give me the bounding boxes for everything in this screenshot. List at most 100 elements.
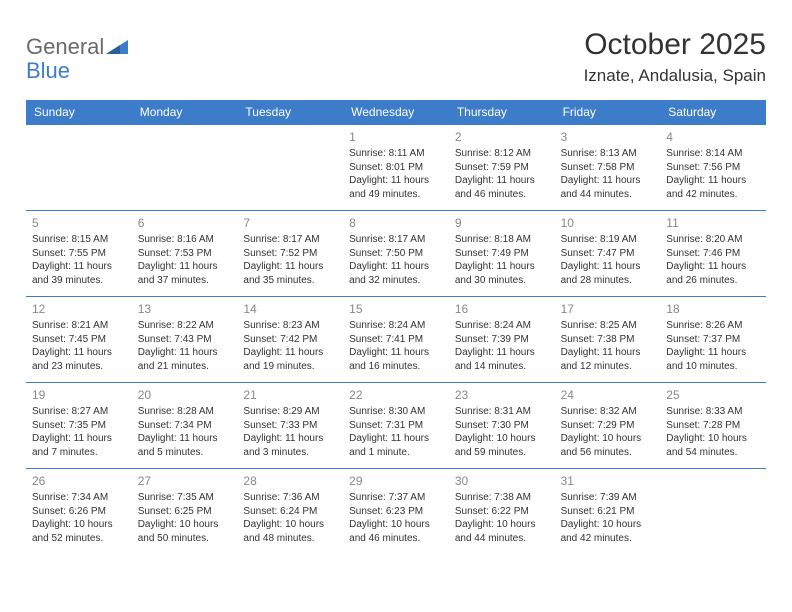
calendar-cell: 10Sunrise: 8:19 AMSunset: 7:47 PMDayligh…: [555, 210, 661, 296]
daylight-b-text: and 59 minutes.: [455, 446, 549, 460]
calendar-cell: 19Sunrise: 8:27 AMSunset: 7:35 PMDayligh…: [26, 382, 132, 468]
day-number: 21: [243, 387, 337, 403]
daylight-b-text: and 28 minutes.: [561, 274, 655, 288]
daylight-a-text: Daylight: 11 hours: [243, 346, 337, 360]
weekday-header: Thursday: [449, 100, 555, 124]
sunset-text: Sunset: 6:25 PM: [138, 505, 232, 519]
day-number: 4: [666, 129, 760, 145]
calendar-body: 1Sunrise: 8:11 AMSunset: 8:01 PMDaylight…: [26, 124, 766, 554]
sunset-text: Sunset: 7:30 PM: [455, 419, 549, 433]
day-number: 1: [349, 129, 443, 145]
day-number: 19: [32, 387, 126, 403]
sunset-text: Sunset: 6:23 PM: [349, 505, 443, 519]
daylight-b-text: and 46 minutes.: [455, 188, 549, 202]
sunset-text: Sunset: 7:35 PM: [32, 419, 126, 433]
sunset-text: Sunset: 7:43 PM: [138, 333, 232, 347]
sunrise-text: Sunrise: 8:20 AM: [666, 233, 760, 247]
daylight-a-text: Daylight: 10 hours: [455, 432, 549, 446]
logo-text-blue: Blue: [26, 58, 70, 83]
daylight-a-text: Daylight: 11 hours: [666, 174, 760, 188]
calendar-cell: 18 Sunrise: 8:26 AMSunset: 7:37 PMDayligh…: [660, 296, 766, 382]
daylight-a-text: Daylight: 10 hours: [561, 518, 655, 532]
calendar-cell: 20Sunrise: 8:28 AMSunset: 7:34 PMDayligh…: [132, 382, 238, 468]
daylight-a-text: Daylight: 11 hours: [561, 174, 655, 188]
sunrise-text: Sunrise: 8:25 AM: [561, 319, 655, 333]
sunset-text: Sunset: 7:38 PM: [561, 333, 655, 347]
daylight-a-text: Daylight: 11 hours: [349, 346, 443, 360]
day-number: 22: [349, 387, 443, 403]
calendar-cell: 14Sunrise: 8:23 AMSunset: 7:42 PMDayligh…: [237, 296, 343, 382]
calendar-cell-empty: [237, 124, 343, 210]
calendar-cell: 11Sunrise: 8:20 AMSunset: 7:46 PMDayligh…: [660, 210, 766, 296]
sunset-text: Sunset: 7:28 PM: [666, 419, 760, 433]
calendar-cell-empty: [26, 124, 132, 210]
sunset-text: Sunset: 7:59 PM: [455, 161, 549, 175]
triangle-icon: [106, 36, 128, 59]
calendar-cell: 31Sunrise: 7:39 AMSunset: 6:21 PMDayligh…: [555, 468, 661, 554]
sunset-text: Sunset: 6:21 PM: [561, 505, 655, 519]
month-title: October 2025: [584, 28, 766, 62]
sunset-text: Sunset: 7:55 PM: [32, 247, 126, 261]
calendar: Sunday Monday Tuesday Wednesday Thursday…: [26, 100, 766, 554]
day-number: 29: [349, 473, 443, 489]
calendar-cell: 23Sunrise: 8:31 AMSunset: 7:30 PMDayligh…: [449, 382, 555, 468]
calendar-header-row: Sunday Monday Tuesday Wednesday Thursday…: [26, 100, 766, 124]
calendar-cell-empty: [660, 468, 766, 554]
calendar-cell: 25Sunrise: 8:33 AMSunset: 7:28 PMDayligh…: [660, 382, 766, 468]
daylight-b-text: and 50 minutes.: [138, 532, 232, 546]
calendar-cell: 8Sunrise: 8:17 AMSunset: 7:50 PMDaylight…: [343, 210, 449, 296]
daylight-a-text: Daylight: 11 hours: [349, 174, 443, 188]
title-block: October 2025 Iznate, Andalusia, Spain: [584, 28, 766, 86]
sunrise-text: Sunrise: 8:24 AM: [455, 319, 549, 333]
sunset-text: Sunset: 6:26 PM: [32, 505, 126, 519]
sunrise-text: Sunrise: 8:33 AM: [666, 405, 760, 419]
day-number: 6: [138, 215, 232, 231]
sunrise-text: Sunrise: 8:21 AM: [32, 319, 126, 333]
calendar-cell: 16Sunrise: 8:24 AMSunset: 7:39 PMDayligh…: [449, 296, 555, 382]
sunrise-text: Sunrise: 8:23 AM: [243, 319, 337, 333]
day-number: 5: [32, 215, 126, 231]
daylight-b-text: and 35 minutes.: [243, 274, 337, 288]
calendar-cell: 7Sunrise: 8:17 AMSunset: 7:52 PMDaylight…: [237, 210, 343, 296]
daylight-a-text: Daylight: 11 hours: [455, 260, 549, 274]
sunrise-text: Sunrise: 8:22 AM: [138, 319, 232, 333]
sunrise-text: Sunrise: 8:32 AM: [561, 405, 655, 419]
calendar-cell: 3Sunrise: 8:13 AMSunset: 7:58 PMDaylight…: [555, 124, 661, 210]
daylight-b-text: and 44 minutes.: [455, 532, 549, 546]
daylight-a-text: Daylight: 11 hours: [243, 260, 337, 274]
daylight-b-text: and 48 minutes.: [243, 532, 337, 546]
weekday-header: Wednesday: [343, 100, 449, 124]
weekday-header: Friday: [555, 100, 661, 124]
sunset-text: Sunset: 7:31 PM: [349, 419, 443, 433]
daylight-a-text: Daylight: 11 hours: [455, 346, 549, 360]
sunrise-text: Sunrise: 8:19 AM: [561, 233, 655, 247]
calendar-page: General October 2025 Iznate, Andalusia, …: [0, 0, 792, 574]
daylight-b-text: and 7 minutes.: [32, 446, 126, 460]
sunrise-text: Sunrise: 8:26 AM: [666, 319, 760, 333]
daylight-a-text: Daylight: 11 hours: [666, 346, 760, 360]
day-number: 7: [243, 215, 337, 231]
sunset-text: Sunset: 7:42 PM: [243, 333, 337, 347]
daylight-b-text: and 10 minutes.: [666, 360, 760, 374]
daylight-b-text: and 32 minutes.: [349, 274, 443, 288]
calendar-cell: 4Sunrise: 8:14 AMSunset: 7:56 PMDaylight…: [660, 124, 766, 210]
sunset-text: Sunset: 7:37 PM: [666, 333, 760, 347]
calendar-cell: 29Sunrise: 7:37 AMSunset: 6:23 PMDayligh…: [343, 468, 449, 554]
daylight-b-text: and 19 minutes.: [243, 360, 337, 374]
daylight-b-text: and 14 minutes.: [455, 360, 549, 374]
sunset-text: Sunset: 7:47 PM: [561, 247, 655, 261]
calendar-cell: 15Sunrise: 8:24 AMSunset: 7:41 PMDayligh…: [343, 296, 449, 382]
day-number: 10: [561, 215, 655, 231]
daylight-b-text: and 3 minutes.: [243, 446, 337, 460]
daylight-b-text: and 54 minutes.: [666, 446, 760, 460]
sunrise-text: Sunrise: 8:16 AM: [138, 233, 232, 247]
sunset-text: Sunset: 7:58 PM: [561, 161, 655, 175]
calendar-cell-empty: [132, 124, 238, 210]
sunset-text: Sunset: 6:22 PM: [455, 505, 549, 519]
daylight-a-text: Daylight: 11 hours: [32, 260, 126, 274]
day-number: 18: [666, 301, 760, 317]
calendar-cell: 1Sunrise: 8:11 AMSunset: 8:01 PMDaylight…: [343, 124, 449, 210]
sunset-text: Sunset: 7:41 PM: [349, 333, 443, 347]
sunrise-text: Sunrise: 8:13 AM: [561, 147, 655, 161]
daylight-a-text: Daylight: 11 hours: [455, 174, 549, 188]
